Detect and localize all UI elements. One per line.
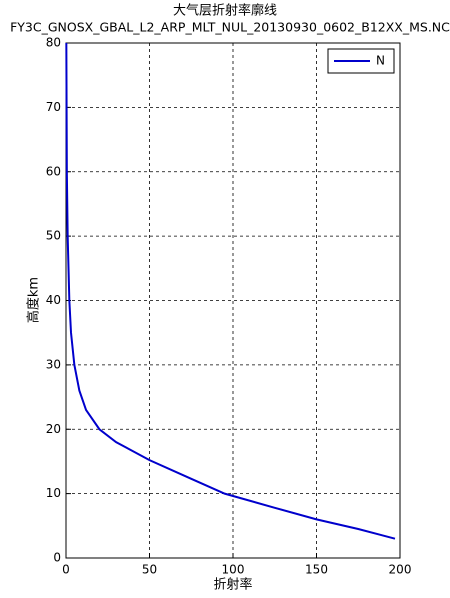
y-tick-label: 20 [46, 422, 61, 436]
plot-frame [65, 42, 401, 559]
x-tick-label: 100 [222, 563, 245, 577]
x-tick-label: 200 [389, 563, 412, 577]
x-tick-label: 0 [62, 563, 70, 577]
y-tick-label: 70 [46, 100, 61, 114]
chart-title: 大气层折射率廓线 [173, 3, 277, 19]
y-tick-label: 10 [46, 486, 61, 500]
x-tick-label: 150 [305, 563, 328, 577]
legend-label: N [376, 54, 385, 68]
y-axis-label: 高度km [26, 277, 42, 323]
chart-subtitle: FY3C_GNOSX_GBAL_L2_ARP_MLT_NUL_20130930_… [10, 20, 450, 35]
y-tick-label: 30 [46, 357, 61, 371]
y-tick-label: 40 [46, 293, 61, 307]
y-tick-label: 0 [53, 551, 61, 565]
x-axis-label: 折射率 [213, 577, 252, 593]
y-tick-label: 60 [46, 164, 61, 178]
x-tick-label: 50 [142, 563, 157, 577]
series-line [65, 42, 396, 540]
y-tick-label: 50 [46, 229, 61, 243]
y-tick-label: 80 [46, 36, 61, 50]
